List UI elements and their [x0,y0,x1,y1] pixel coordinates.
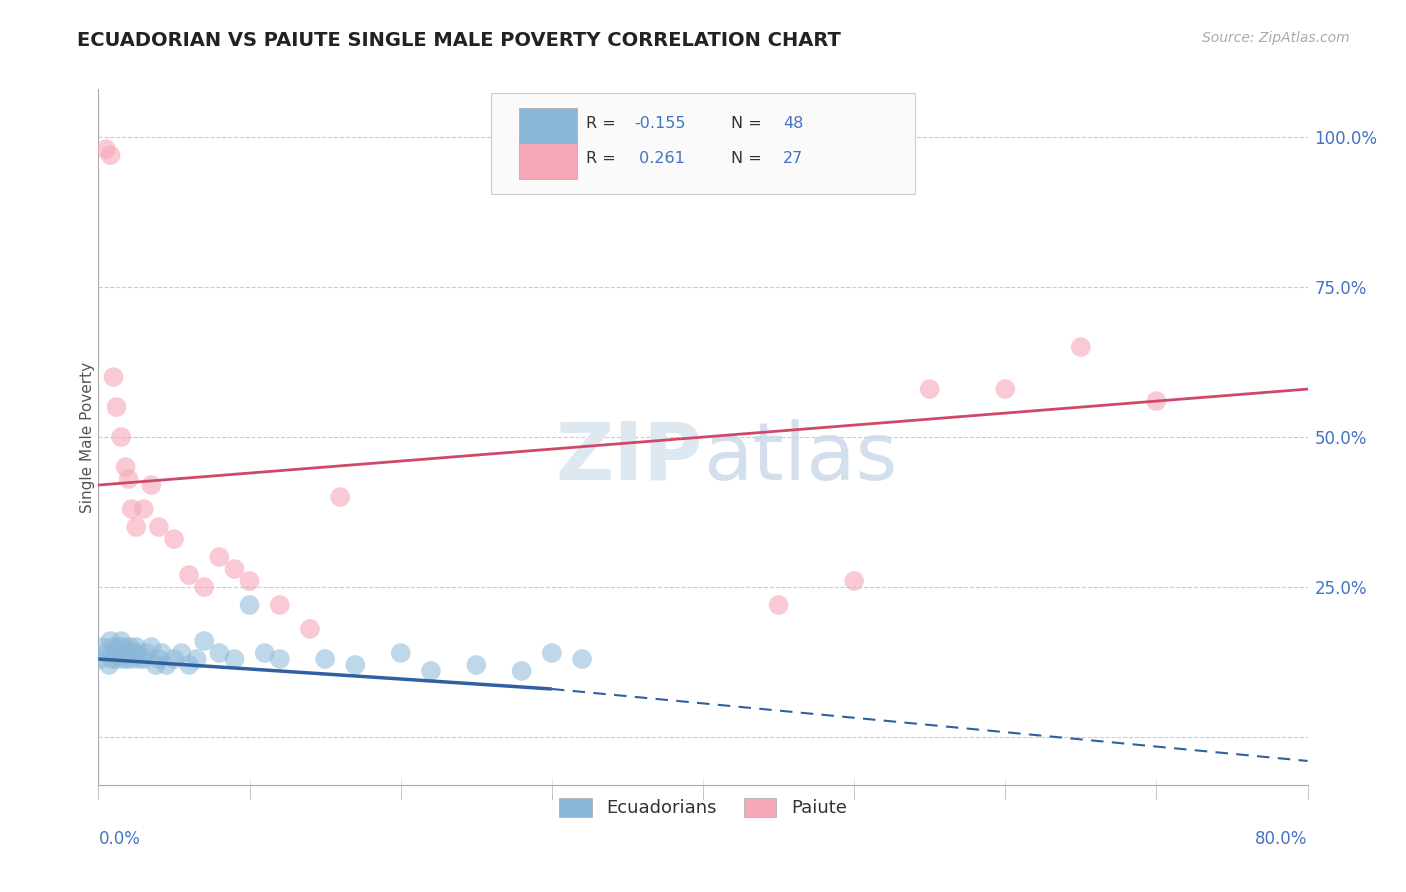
Legend: Ecuadorians, Paiute: Ecuadorians, Paiute [553,791,853,824]
Point [148,652,170,666]
Point [844,574,866,588]
Text: R =: R = [586,116,616,131]
Point [269,598,291,612]
Point [132,652,155,666]
Point [163,652,186,666]
Point [193,580,215,594]
Point [111,652,134,666]
Point [253,646,276,660]
Point [1070,340,1092,354]
Point [148,520,170,534]
Point [121,502,143,516]
Point [107,640,129,654]
Point [465,658,488,673]
Point [90,652,112,666]
Point [141,478,163,492]
Point [127,646,149,660]
FancyBboxPatch shape [519,143,578,179]
Point [110,430,132,444]
Point [918,382,941,396]
Point [269,652,291,666]
Point [118,472,141,486]
Text: 48: 48 [783,116,803,131]
Point [314,652,336,666]
Text: -0.155: -0.155 [634,116,686,131]
Text: N =: N = [731,151,762,166]
Point [115,652,138,666]
Point [208,549,231,564]
Point [122,646,145,660]
Point [571,652,593,666]
Point [208,646,231,660]
Text: atlas: atlas [703,419,897,497]
Point [125,640,148,654]
Point [91,640,114,654]
Point [105,400,128,414]
Text: ECUADORIAN VS PAIUTE SINGLE MALE POVERTY CORRELATION CHART: ECUADORIAN VS PAIUTE SINGLE MALE POVERTY… [77,31,841,50]
Point [101,652,124,666]
Point [118,646,141,660]
Point [112,640,135,654]
Point [186,652,208,666]
Point [110,634,132,648]
Point [103,640,125,654]
Point [239,598,262,612]
Point [114,646,136,660]
FancyBboxPatch shape [519,108,578,145]
Point [163,532,186,546]
Point [100,148,122,162]
Point [94,646,117,660]
Point [389,646,412,660]
Text: 27: 27 [783,151,803,166]
Point [344,658,367,673]
Text: R =: R = [586,151,616,166]
Text: Source: ZipAtlas.com: Source: ZipAtlas.com [1202,31,1350,45]
Point [100,634,122,648]
Point [104,646,127,660]
Point [108,646,131,660]
Text: ZIP: ZIP [555,419,703,497]
Point [105,652,128,666]
Point [224,562,246,576]
Point [98,658,121,673]
Point [94,142,117,156]
Point [132,502,155,516]
Point [141,640,163,654]
Point [128,652,150,666]
Point [103,370,125,384]
Point [179,658,201,673]
Point [510,664,533,678]
Point [540,646,562,660]
Point [145,658,167,673]
Y-axis label: Single Male Poverty: Single Male Poverty [80,361,94,513]
Point [420,664,443,678]
Point [125,520,148,534]
Point [1144,394,1167,409]
Text: 0.0%: 0.0% [98,830,141,848]
Point [768,598,790,612]
Point [150,646,173,660]
Point [224,652,246,666]
Point [114,460,136,475]
Point [121,652,143,666]
FancyBboxPatch shape [492,93,915,194]
Point [299,622,322,636]
Point [155,658,177,673]
Point [994,382,1017,396]
Text: 80.0%: 80.0% [1256,830,1308,848]
Text: N =: N = [731,116,762,131]
Point [120,640,142,654]
Point [193,634,215,648]
Point [179,568,201,582]
Text: 0.261: 0.261 [634,151,685,166]
Point [239,574,262,588]
Point [329,490,352,504]
Point [135,646,157,660]
Point [170,646,193,660]
